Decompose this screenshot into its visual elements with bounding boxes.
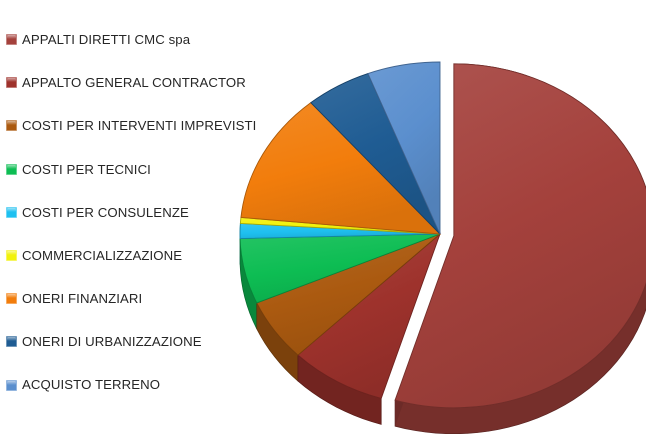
pie-slices	[239, 61, 646, 409]
legend-item-label: ACQUISTO TERRENO	[22, 377, 161, 393]
pie-svg	[239, 61, 646, 434]
legend-item-label: APPALTI DIRETTI CMC spa	[22, 31, 191, 47]
legend-item[interactable]: COSTI PER INTERVENTI IMPREVISTI	[0, 104, 285, 147]
legend-item-label: APPALTO GENERAL CONTRACTOR	[22, 75, 246, 91]
legend-swatch-icon	[6, 336, 17, 348]
legend-item[interactable]: ACQUISTO TERRENO	[0, 364, 285, 407]
legend-swatch-icon	[6, 77, 17, 89]
legend-item[interactable]: APPALTO GENERAL CONTRACTOR	[0, 61, 285, 104]
legend-item[interactable]: COSTI PER CONSULENZE	[0, 191, 285, 234]
legend-item[interactable]: COMMERCIALIZZAZIONE	[0, 234, 285, 277]
legend-swatch-icon	[6, 379, 17, 391]
legend-item-label: COSTI PER CONSULENZE	[22, 204, 189, 220]
pie-slice[interactable]	[240, 102, 442, 235]
pie-chart-graphic	[228, 22, 646, 434]
legend-item[interactable]: ONERI DI URBANIZZAZIONE	[0, 320, 285, 363]
legend-item-label: ONERI DI URBANIZZAZIONE	[22, 334, 202, 350]
pie-slice[interactable]	[297, 232, 441, 399]
legend-swatch-icon	[6, 120, 17, 132]
chart-legend: APPALTI DIRETTI CMC spa APPALTO GENERAL C…	[0, 18, 285, 418]
legend-item-label: COSTI PER TECNICI	[22, 161, 151, 177]
legend-swatch-icon	[6, 34, 17, 46]
legend-item[interactable]: ONERI FINANZIARI	[0, 277, 285, 320]
legend-swatch-icon	[6, 293, 17, 305]
legend-item-label: COSTI PER INTERVENTI IMPREVISTI	[22, 118, 257, 134]
legend-item-label: COMMERCIALIZZAZIONE	[22, 247, 183, 263]
legend-swatch-icon	[6, 206, 17, 218]
legend-item[interactable]: APPALTI DIRETTI CMC spa	[0, 18, 285, 61]
pie-slice[interactable]	[394, 63, 646, 409]
legend-swatch-icon	[6, 163, 17, 175]
legend-item-label: ONERI FINANZIARI	[22, 291, 143, 307]
pie-slice[interactable]	[367, 61, 441, 235]
legend-item[interactable]: COSTI PER TECNICI	[0, 148, 285, 191]
legend-swatch-icon	[6, 250, 17, 262]
